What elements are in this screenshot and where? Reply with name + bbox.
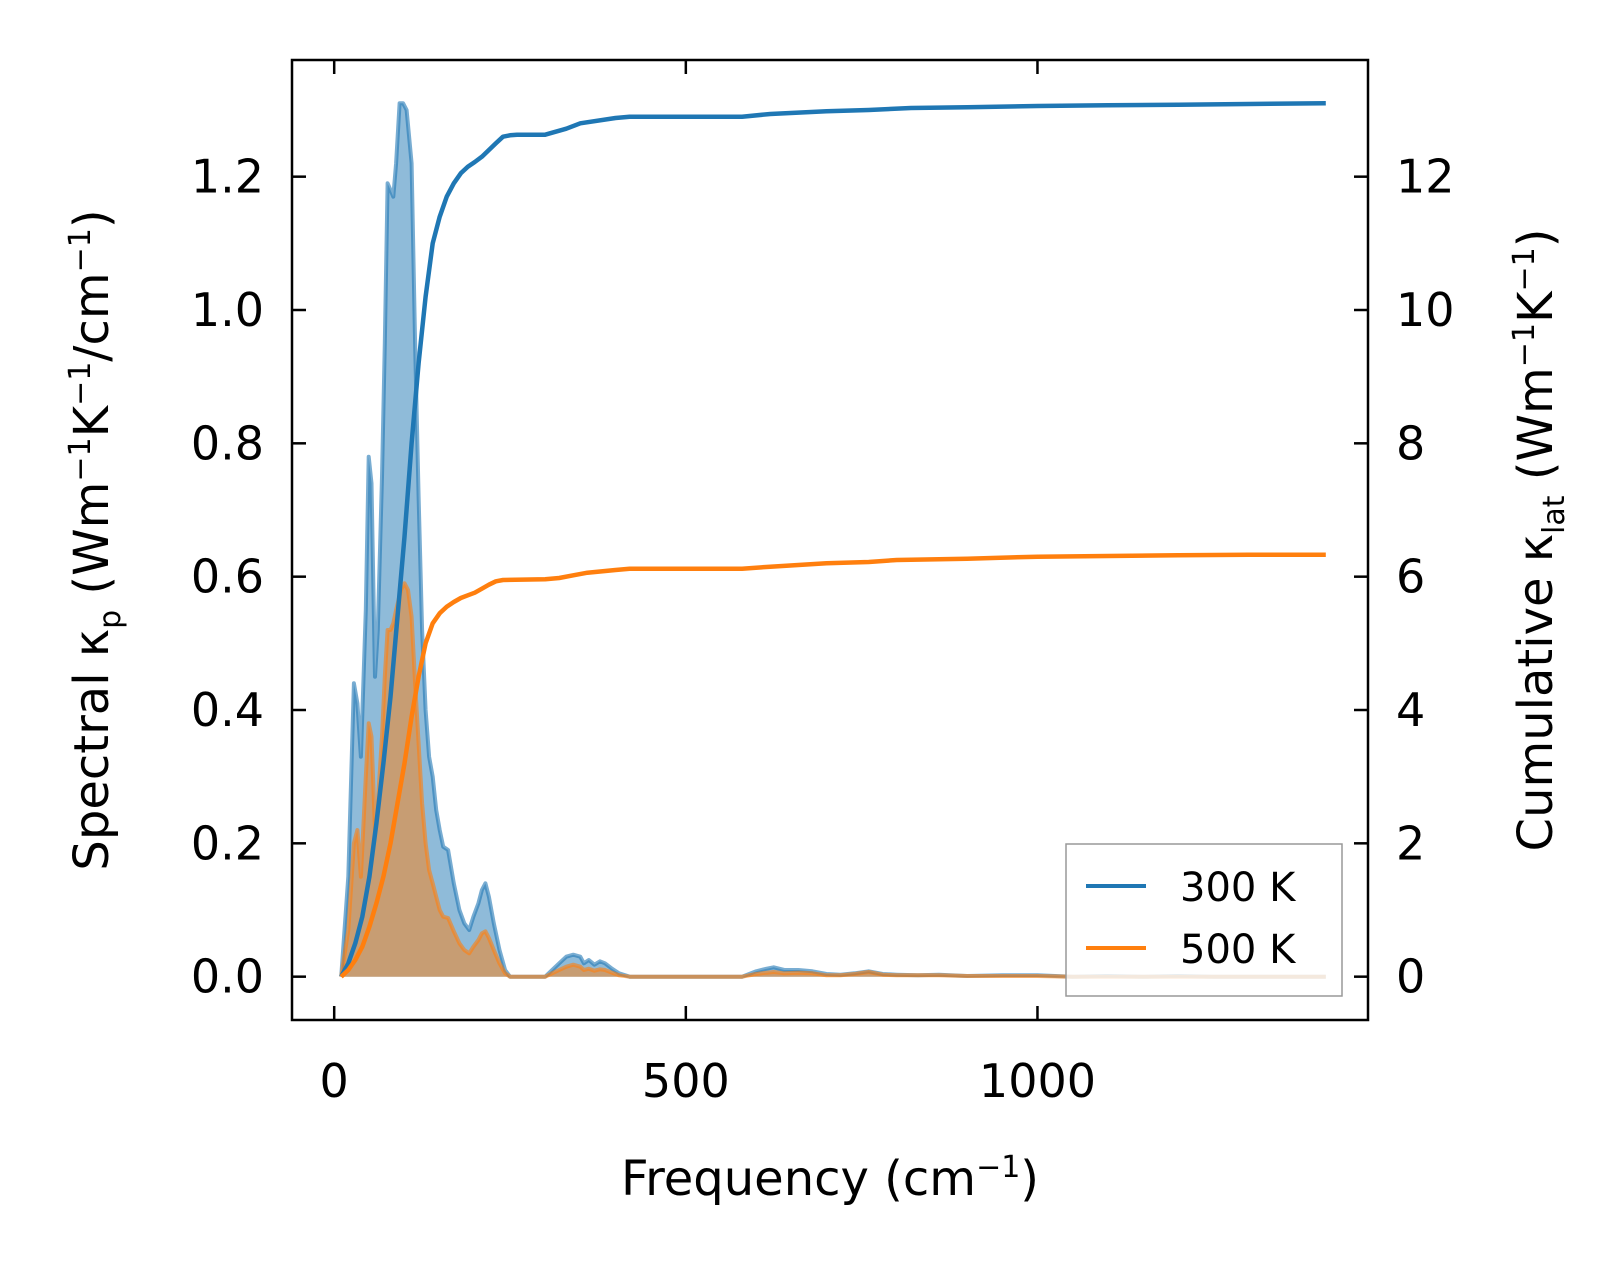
y-right-tick-label: 10 [1396, 283, 1455, 337]
y-right-tick-label: 4 [1396, 683, 1425, 737]
y-right-tick-label: 2 [1396, 816, 1425, 870]
spectral-area-300k [341, 103, 1326, 977]
y-axis-right-label: Cumulative κlat (Wm−1K−1) [1507, 229, 1572, 852]
y-left-tick-label: 0.0 [191, 950, 264, 1004]
y-left-tick-label: 0.2 [191, 816, 264, 870]
y-left-tick-label: 1.2 [191, 150, 264, 204]
x-tick-label: 500 [642, 1054, 730, 1108]
y-left-tick-label: 1.0 [191, 283, 264, 337]
ticks-layer: 0 500 1000 0.0 0.2 0.4 0.6 0.8 1.0 1.2 0 2 4 6 8 10 12 [191, 60, 1455, 1108]
x-tick-label: 1000 [979, 1054, 1096, 1108]
y-left-tick-label: 0.4 [191, 683, 264, 737]
x-tick-label: 0 [320, 1054, 349, 1108]
series-layer [339, 101, 1326, 979]
spectral-area-500k [341, 583, 1326, 977]
legend-label-300k: 300 K [1180, 865, 1297, 911]
legend-box [1065, 843, 1343, 997]
y-left-tick-label: 0.6 [191, 550, 264, 604]
spectral-line-500k [339, 581, 1326, 979]
y-right-tick-label: 8 [1396, 416, 1425, 470]
plot-frame [290, 58, 1370, 1022]
y-right-tick-label: 6 [1396, 550, 1425, 604]
y-right-tick-label: 0 [1396, 950, 1425, 1004]
legend-label-500k: 500 K [1180, 927, 1297, 973]
cumulative-line-500k [339, 552, 1326, 979]
y-right-tick-label: 12 [1396, 150, 1455, 204]
y-axis-left-label: Spectral κp (Wm−1K−1/cm−1) [63, 209, 128, 870]
legend: 300 K 500 K [1065, 843, 1343, 997]
y-left-tick-label: 0.8 [191, 416, 264, 470]
cumulative-line-300k [339, 101, 1326, 978]
x-axis-label: Frequency (cm−1) [621, 1150, 1039, 1207]
